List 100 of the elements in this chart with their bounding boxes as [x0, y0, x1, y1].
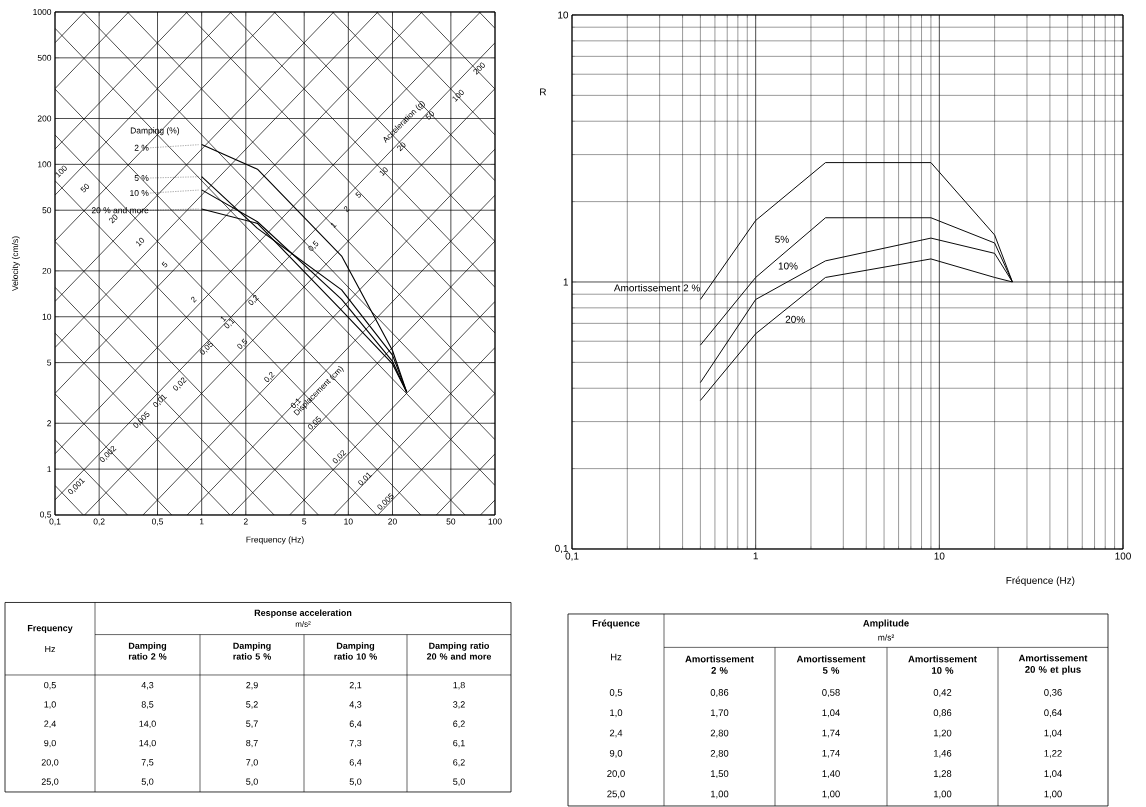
text: Damping ratio 2 %: [128, 642, 167, 660]
data-label: 14,0: [139, 720, 156, 728]
category-label: 2,4: [609, 729, 623, 738]
text: Amortissement 10 %: [908, 655, 977, 674]
data-label: 2,1: [349, 681, 362, 690]
data-label: 0,86: [933, 709, 952, 718]
data-label: 4,3: [349, 701, 362, 709]
data-label: 1,40: [822, 770, 840, 779]
x-tick-label: 0,1: [565, 552, 579, 561]
data-label: 1,00: [711, 790, 729, 799]
data-label: 1,70: [711, 709, 729, 718]
data-label: 1,74: [822, 750, 840, 758]
x-tick-label: 1: [199, 518, 204, 525]
data-label: 1,04: [1044, 729, 1062, 738]
x-tick-label: 20: [388, 518, 397, 525]
category-label: 0,5: [609, 689, 623, 697]
data-label: 8,7: [246, 739, 258, 748]
data-label: 6,4: [349, 720, 362, 728]
y-tick-label: 50: [42, 207, 52, 214]
category-label: 20,0: [41, 759, 59, 767]
y-tick-label: 1: [563, 278, 569, 286]
text: Amortissement 5 %: [796, 655, 866, 674]
data-label: 1,20: [934, 729, 952, 738]
series-label: 5%: [775, 235, 789, 243]
text: Damping ratio 20 % and more: [426, 642, 492, 660]
data-label: 0,42: [933, 689, 952, 697]
data-label: 14,0: [139, 739, 156, 748]
data-label: 0,58: [822, 689, 840, 697]
data-label: 7,3: [349, 739, 362, 748]
y-tick-label: 20: [42, 267, 52, 274]
text: 5 %: [134, 174, 149, 181]
text: 10 %: [130, 190, 149, 197]
x-axis-title: Fréquence (Hz): [1006, 576, 1075, 586]
data-label: 1,8: [453, 681, 465, 690]
series-label: Amortissement 2 %: [613, 284, 700, 292]
text: Amplitude: [863, 619, 909, 629]
x-tick-label: 2: [243, 518, 248, 525]
data-label: 0,36: [1044, 689, 1062, 697]
y-tick-label: 10: [558, 11, 569, 19]
y-tick-label: 5: [47, 359, 52, 366]
text: m/s²: [878, 634, 895, 641]
y-tick-label: 100: [38, 161, 52, 168]
data-label: 7,0: [246, 759, 258, 767]
x-tick-label: 100: [488, 518, 502, 525]
data-label: 5,0: [246, 778, 258, 786]
y-axis-title: Velocity (cm/s): [11, 236, 20, 291]
data-label: 2,80: [710, 749, 729, 758]
x-axis-title: Frequency (Hz): [246, 536, 304, 545]
data-label: 1,00: [934, 790, 952, 799]
data-label: 1,04: [1044, 770, 1062, 779]
text: 2 %: [134, 144, 149, 151]
x-tick-label: 10: [344, 518, 353, 525]
data-label: 5,0: [453, 778, 465, 786]
y-tick-label: 200: [37, 115, 52, 122]
x-tick-label: 5: [302, 518, 307, 525]
category-label: 9,0: [609, 749, 623, 758]
text: Damping ratio 10 %: [334, 642, 377, 660]
category-label: 1,0: [610, 709, 623, 718]
text: Amortissement 20 % et plus: [1018, 654, 1088, 675]
data-label: 5,0: [141, 778, 154, 786]
data-label: 4,3: [141, 681, 154, 690]
y-tick-label: 1: [47, 466, 52, 473]
x-tick-label: 0,2: [93, 518, 105, 526]
data-label: 6,2: [453, 720, 465, 728]
y-tick-label: 2: [47, 420, 52, 427]
category-label: 20,0: [607, 770, 625, 779]
text: Damping ratio 5 %: [233, 642, 271, 660]
data-label: 2,9: [246, 681, 258, 690]
category-label: 1,0: [44, 701, 56, 709]
category-label: 25,0: [607, 790, 625, 799]
data-label: 1,00: [1044, 790, 1062, 799]
data-label: 3,2: [453, 701, 465, 709]
category-label: 9,0: [44, 739, 56, 748]
y-tick-label: 500: [37, 54, 52, 61]
data-label: 1,50: [711, 770, 729, 779]
data-label: 8,5: [141, 701, 154, 709]
data-label: 1,04: [822, 709, 840, 718]
x-tick-label: 50: [446, 518, 456, 525]
data-label: 0,86: [710, 689, 729, 697]
category-label: 2,4: [44, 720, 56, 728]
y-axis-title: R: [540, 88, 547, 96]
data-label: 1,22: [1044, 749, 1062, 758]
text: Response acceleration: [254, 609, 352, 618]
y-tick-label: 1000: [33, 8, 52, 15]
data-label: 0,64: [1044, 709, 1062, 718]
series-label: 10%: [778, 262, 798, 270]
data-label: 5,0: [349, 778, 362, 786]
x-tick-label: 10: [934, 552, 945, 560]
x-tick-label: 0,5: [151, 518, 164, 526]
data-label: 5,7: [246, 720, 258, 728]
data-label: 1,74: [822, 729, 840, 738]
data-label: 5,2: [246, 701, 258, 709]
text: Fréquence: [592, 619, 640, 629]
text: Hz: [45, 645, 56, 653]
text: Amortissement 2 %: [685, 655, 754, 674]
text: Hz: [611, 653, 622, 661]
series-label: 20%: [785, 315, 805, 323]
data-label: 6,1: [453, 739, 465, 748]
data-label: 7,5: [141, 759, 154, 767]
x-tick-label: 100: [1115, 552, 1131, 560]
